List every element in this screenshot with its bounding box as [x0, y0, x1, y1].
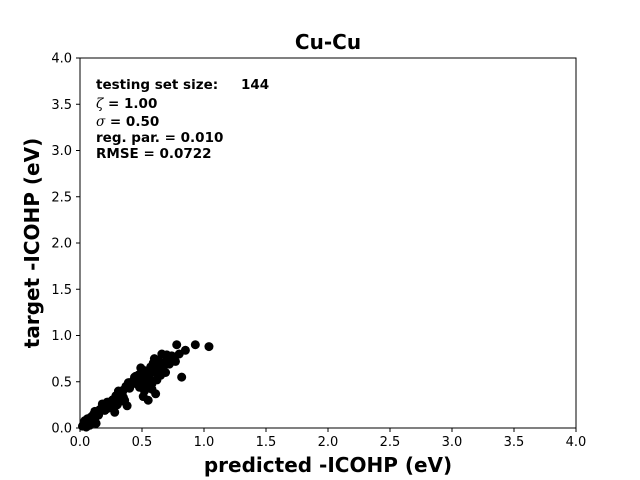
data-point — [85, 415, 95, 425]
y-tick-label: 3.5 — [51, 98, 72, 113]
sigma-symbol: σ — [96, 114, 106, 130]
x-tick-label: 0.0 — [70, 435, 91, 450]
data-point — [118, 392, 128, 402]
data-point — [147, 384, 157, 394]
stats-annotation: testing set size: 144 ζ = 1.00 σ = 0.50 … — [96, 77, 269, 162]
y-tick-label: 1.0 — [51, 329, 72, 344]
rmse-annotation: RMSE = 0.0722 — [96, 146, 212, 162]
x-tick-label: 3.0 — [442, 435, 463, 450]
x-tick-label: 2.0 — [318, 435, 339, 450]
x-tick-label: 1.0 — [194, 435, 215, 450]
data-point — [172, 340, 182, 350]
x-axis-label: predicted -ICOHP (eV) — [204, 453, 452, 477]
data-point — [143, 395, 153, 405]
y-tick-label: 0.5 — [51, 375, 72, 390]
x-tick-label: 0.5 — [132, 435, 153, 450]
data-point — [125, 383, 135, 393]
y-axis-label: target -ICOHP (eV) — [20, 138, 44, 348]
sigma-value: = 0.50 — [105, 114, 159, 130]
x-axis-ticks: 0.0 0.5 1.0 1.5 2.0 2.5 3.0 3.5 4.0 — [70, 428, 587, 450]
y-tick-label: 2.0 — [51, 237, 72, 252]
chart-title: Cu-Cu — [295, 30, 361, 54]
data-point — [204, 342, 214, 352]
y-tick-label: 1.5 — [51, 283, 72, 298]
data-point — [170, 356, 180, 366]
data-point — [81, 422, 91, 432]
y-axis-ticks: 0.0 0.5 1.0 1.5 2.0 2.5 3.0 3.5 4.0 — [51, 52, 80, 437]
data-points — [77, 340, 214, 432]
reg-par-annotation: reg. par. = 0.010 — [96, 130, 223, 146]
data-point — [177, 372, 187, 382]
y-tick-label: 3.0 — [51, 144, 72, 159]
y-tick-label: 0.0 — [51, 422, 72, 437]
y-tick-label: 2.5 — [51, 190, 72, 205]
data-point — [110, 407, 120, 417]
zeta-annotation: ζ = 1.00 — [96, 96, 157, 112]
data-point — [153, 361, 163, 371]
data-point — [97, 399, 107, 409]
zeta-symbol: ζ — [96, 96, 104, 112]
data-point — [135, 369, 145, 379]
data-point — [162, 350, 172, 360]
zeta-value: = 1.00 — [103, 96, 157, 112]
x-tick-label: 4.0 — [566, 435, 587, 450]
x-tick-label: 2.5 — [380, 435, 401, 450]
data-point — [146, 367, 156, 377]
x-tick-label: 3.5 — [504, 435, 525, 450]
data-point — [180, 345, 190, 355]
plot-area: 0.0 0.5 1.0 1.5 2.0 2.5 3.0 3.5 4.0 0.0 0.5 1.0 1.5… — [51, 52, 586, 451]
testing-set-size-value: 144 — [241, 77, 269, 93]
data-point — [122, 401, 132, 411]
sigma-annotation: σ = 0.50 — [96, 114, 159, 130]
data-point — [108, 394, 118, 404]
x-tick-label: 1.5 — [256, 435, 277, 450]
testing-set-size-label: testing set size: — [96, 77, 218, 93]
data-point — [152, 375, 162, 385]
y-tick-label: 4.0 — [51, 52, 72, 67]
data-point — [190, 340, 200, 350]
